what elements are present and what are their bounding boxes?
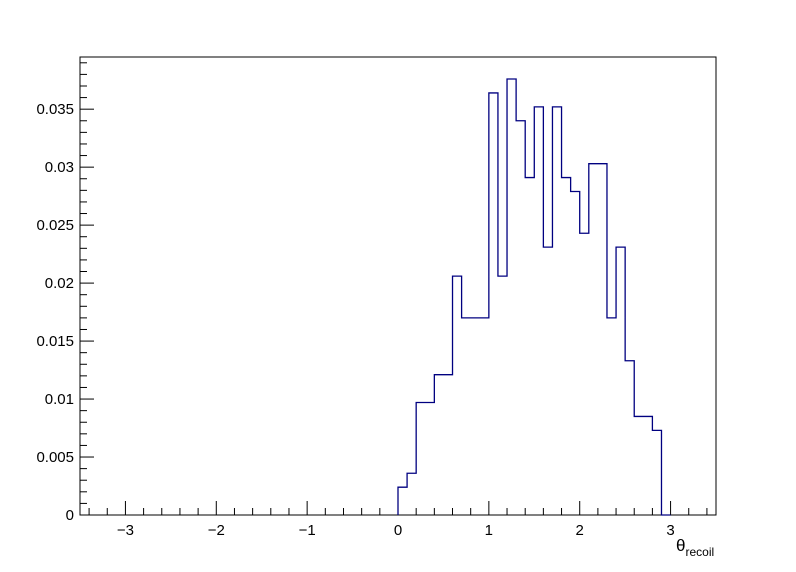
x-tick-label: 3 xyxy=(666,522,674,539)
x-tick-label: 2 xyxy=(576,522,584,539)
y-tick-label: 0.03 xyxy=(45,159,74,176)
x-tick-label: 0 xyxy=(394,522,402,539)
x-axis-title: θrecoil xyxy=(676,536,714,559)
y-tick-label: 0.025 xyxy=(36,217,74,234)
y-tick-label: 0.015 xyxy=(36,333,74,350)
y-axis-ticks: 0 0.005 0.01 0.015 0.02 0.025 0.03 0.035 xyxy=(36,62,94,524)
histogram-series-line xyxy=(397,78,671,516)
x-tick-label: −2 xyxy=(208,522,225,539)
y-tick-label: 0.02 xyxy=(45,275,74,292)
x-tick-label: −1 xyxy=(299,522,316,539)
y-tick-label: 0 xyxy=(66,507,74,524)
x-tick-label: −3 xyxy=(117,522,134,539)
x-axis-ticks: −3 −2 −1 0 1 2 3 xyxy=(88,501,708,539)
x-tick-label: 1 xyxy=(485,522,493,539)
plot-frame xyxy=(79,56,717,516)
y-tick-label: 0.005 xyxy=(36,449,74,466)
y-tick-label: 0.035 xyxy=(36,101,74,118)
y-tick-label: 0.01 xyxy=(45,391,74,408)
